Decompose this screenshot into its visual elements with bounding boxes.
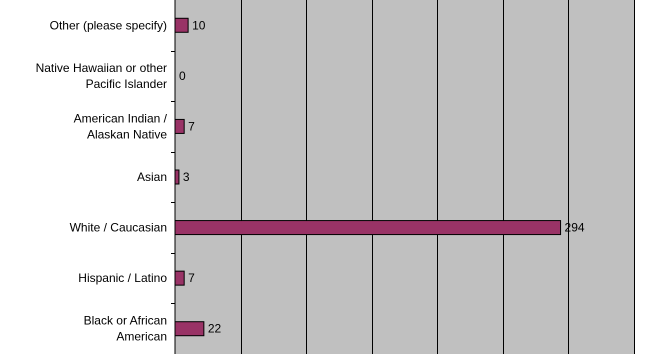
bars <box>174 17 562 337</box>
category-label: Other (please specify) <box>50 18 167 32</box>
bar <box>174 169 180 185</box>
category-label: White / Caucasian <box>70 221 167 235</box>
value-label: 10 <box>192 18 206 32</box>
value-label: 22 <box>208 322 222 336</box>
plot-area <box>175 0 634 354</box>
category-label: Hispanic / Latino <box>78 271 167 285</box>
bar <box>174 270 185 286</box>
value-label: 0 <box>179 69 186 83</box>
value-label: 7 <box>188 271 195 285</box>
value-label: 294 <box>565 221 585 235</box>
category-label: Black or African American <box>84 314 167 344</box>
category-label: Asian <box>137 170 167 184</box>
bar <box>174 118 185 134</box>
bar <box>174 17 189 33</box>
bar <box>174 321 205 337</box>
bar <box>174 220 562 236</box>
value-label: 7 <box>188 119 195 133</box>
gridlines <box>241 0 635 354</box>
value-label: 3 <box>183 170 190 184</box>
category-ticks <box>171 51 175 304</box>
category-labels: Other (please specify) Native Hawaiian or… <box>36 18 168 343</box>
category-label: American Indian / Alaskan Native <box>74 111 168 141</box>
category-label: Native Hawaiian or other Pacific Islander <box>36 61 167 91</box>
value-labels: 10 0 7 3 294 7 22 <box>179 18 585 335</box>
